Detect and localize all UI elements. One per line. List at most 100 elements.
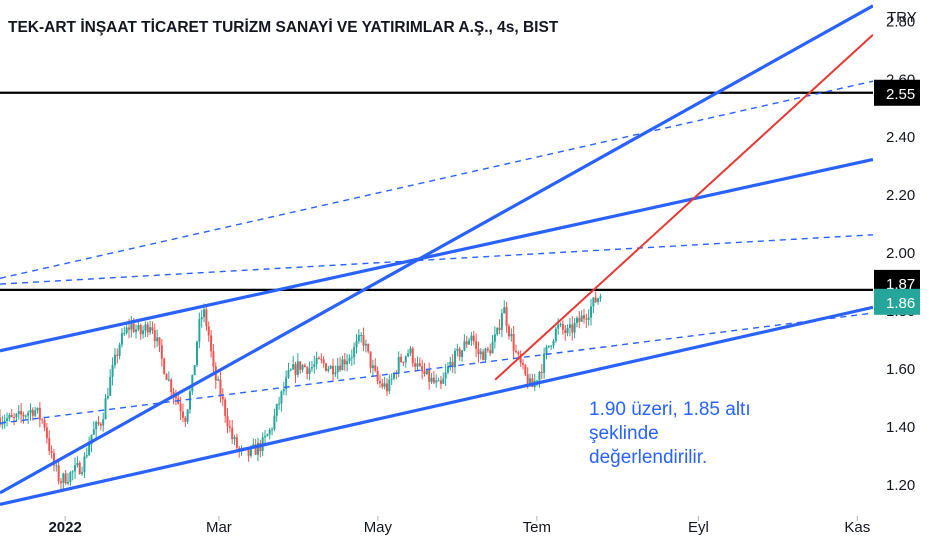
level-badge-high-bg bbox=[874, 79, 920, 106]
candle-body bbox=[442, 378, 445, 384]
candle-body bbox=[212, 351, 215, 367]
candle-body bbox=[559, 323, 562, 325]
candle-body bbox=[503, 307, 506, 314]
candle-body bbox=[439, 380, 442, 384]
candle-body bbox=[81, 472, 84, 474]
y-tick-label: 2.80 bbox=[886, 13, 915, 30]
candle-body bbox=[20, 411, 23, 415]
annotation-line-2: şeklinde bbox=[589, 423, 659, 444]
candle-body bbox=[132, 323, 135, 332]
candle-body bbox=[179, 403, 182, 412]
x-tick-label: Tem bbox=[523, 519, 551, 536]
candle-body bbox=[329, 365, 332, 369]
candle-body bbox=[421, 365, 424, 372]
y-tick-label: 2.40 bbox=[886, 129, 915, 146]
candle-body bbox=[149, 327, 152, 333]
x-tick-label: Eyl bbox=[688, 519, 709, 536]
y-axis: 2.802.602.402.202.001.801.601.401.20 bbox=[886, 13, 915, 494]
candle-body bbox=[285, 377, 288, 390]
candle-body bbox=[118, 344, 121, 356]
candle-body bbox=[320, 358, 323, 360]
candle-body bbox=[249, 446, 252, 456]
candle-body bbox=[582, 315, 585, 319]
candle-body bbox=[224, 399, 227, 416]
candle-body bbox=[564, 329, 567, 334]
candle-body bbox=[341, 359, 344, 371]
x-tick-label: Mar bbox=[206, 519, 232, 536]
candle-body bbox=[287, 370, 290, 378]
candle-body bbox=[55, 465, 58, 467]
candle-body bbox=[468, 340, 471, 345]
candle-body bbox=[123, 332, 126, 334]
candle-body bbox=[388, 379, 391, 392]
level-badge-high-text: 2.55 bbox=[886, 86, 915, 103]
candle-body bbox=[52, 453, 55, 466]
candle-body bbox=[22, 414, 25, 417]
candle-body bbox=[339, 365, 342, 371]
candle-body bbox=[334, 372, 337, 375]
trend-line bbox=[494, 34, 873, 381]
candle-body bbox=[566, 327, 569, 334]
candle-body bbox=[31, 409, 34, 416]
candle-body bbox=[578, 317, 581, 322]
candle-body bbox=[268, 429, 271, 435]
candle-body bbox=[306, 366, 309, 374]
candle-body bbox=[41, 419, 44, 421]
candle-body bbox=[172, 392, 175, 396]
candle-body bbox=[369, 351, 372, 369]
candle-body bbox=[92, 429, 95, 435]
candle-body bbox=[545, 347, 548, 354]
candle-body bbox=[522, 362, 525, 365]
candle-body bbox=[498, 327, 501, 330]
candle-body bbox=[247, 448, 250, 456]
candle-body bbox=[332, 365, 335, 375]
candle-body bbox=[557, 324, 560, 329]
candle-body bbox=[465, 341, 468, 345]
y-tick-label: 2.20 bbox=[886, 187, 915, 204]
currency-label: TRY bbox=[887, 9, 917, 26]
candle-body bbox=[550, 345, 553, 347]
candle-body bbox=[186, 409, 189, 422]
candle-body bbox=[428, 369, 431, 382]
candle-body bbox=[200, 317, 203, 320]
candle-body bbox=[97, 422, 100, 424]
candle-body bbox=[15, 413, 18, 418]
candle-body bbox=[198, 319, 201, 342]
candle-body bbox=[264, 436, 267, 438]
candle-body bbox=[540, 371, 543, 373]
candle-body bbox=[69, 472, 72, 482]
candle-body bbox=[343, 359, 346, 365]
candle-body bbox=[90, 434, 93, 445]
candle-body bbox=[266, 434, 269, 437]
candle-body bbox=[423, 371, 426, 375]
candle-body bbox=[449, 361, 452, 367]
candle-body bbox=[430, 377, 433, 382]
candle-body bbox=[393, 373, 396, 379]
candle-body bbox=[454, 350, 457, 368]
candle-body bbox=[510, 334, 513, 337]
candle-body bbox=[524, 364, 527, 375]
candle-body bbox=[188, 391, 191, 410]
candle-body bbox=[6, 418, 9, 421]
candle-body bbox=[228, 426, 231, 428]
candle-body bbox=[404, 356, 407, 363]
candle-body bbox=[233, 437, 236, 440]
candle-body bbox=[505, 307, 508, 327]
candle-body bbox=[327, 368, 330, 371]
candle-body bbox=[390, 378, 393, 380]
candle-body bbox=[146, 324, 149, 333]
candle-body bbox=[458, 348, 461, 357]
candle-body bbox=[432, 377, 435, 383]
candle-body bbox=[573, 323, 576, 333]
candle-body bbox=[371, 365, 374, 369]
candle-body bbox=[10, 414, 13, 418]
candle-body bbox=[580, 315, 583, 322]
candle-body bbox=[590, 306, 593, 318]
candle-body bbox=[599, 296, 602, 299]
candle-body bbox=[116, 354, 119, 356]
level-badge-high: 2.55 bbox=[874, 79, 920, 106]
annotation-text: 1.90 üzeri, 1.85 altı şeklinde değerlend… bbox=[589, 398, 789, 470]
candle-body bbox=[137, 324, 140, 330]
